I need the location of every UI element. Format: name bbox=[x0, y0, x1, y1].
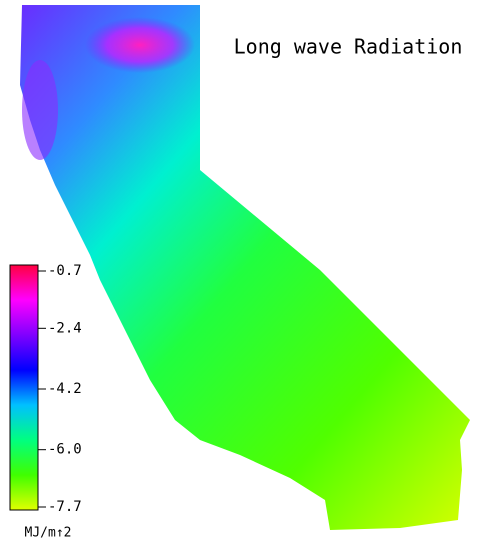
colorbar-tick-label: -2.4 bbox=[48, 320, 82, 336]
colorbar-tick-label: -7.7 bbox=[48, 499, 82, 515]
high-radiation-area bbox=[85, 17, 195, 73]
colorbar-tick-label: -6.0 bbox=[48, 442, 82, 458]
california bbox=[20, 5, 470, 530]
colorbar-tick-label: -0.7 bbox=[48, 263, 82, 279]
title: Long wave Radiation bbox=[234, 35, 463, 59]
colorbar-unit: MJ/m↑2 bbox=[25, 526, 72, 541]
colorbar bbox=[9, 264, 39, 511]
coastal-band bbox=[22, 60, 58, 160]
colorbar-tick-label: -4.2 bbox=[48, 381, 82, 397]
